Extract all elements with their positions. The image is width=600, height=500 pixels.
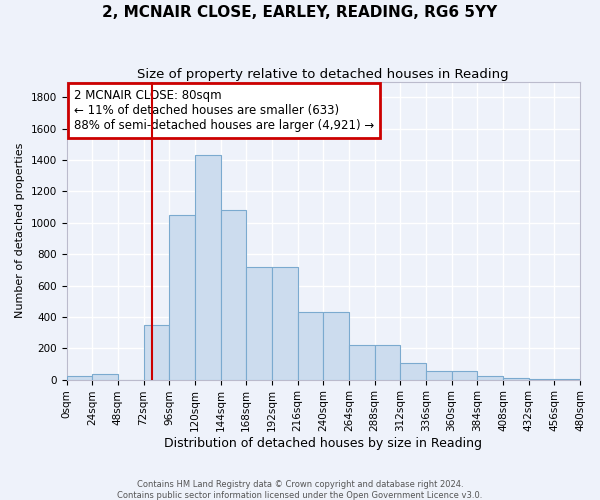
Bar — [374, 345, 400, 380]
Bar — [92, 374, 118, 380]
Bar — [246, 266, 272, 380]
Title: Size of property relative to detached houses in Reading: Size of property relative to detached ho… — [137, 68, 509, 80]
Bar — [478, 376, 503, 380]
X-axis label: Distribution of detached houses by size in Reading: Distribution of detached houses by size … — [164, 437, 482, 450]
Text: 2 MCNAIR CLOSE: 80sqm
← 11% of detached houses are smaller (633)
88% of semi-det: 2 MCNAIR CLOSE: 80sqm ← 11% of detached … — [74, 89, 374, 132]
Bar — [195, 156, 221, 380]
Bar — [426, 371, 452, 380]
Bar — [349, 345, 374, 380]
Bar — [143, 324, 169, 380]
Bar — [529, 379, 554, 380]
Y-axis label: Number of detached properties: Number of detached properties — [15, 143, 25, 318]
Bar — [169, 215, 195, 380]
Bar — [452, 371, 478, 380]
Bar — [272, 266, 298, 380]
Bar — [503, 378, 529, 380]
Text: 2, MCNAIR CLOSE, EARLEY, READING, RG6 5YY: 2, MCNAIR CLOSE, EARLEY, READING, RG6 5Y… — [103, 5, 497, 20]
Bar — [323, 312, 349, 380]
Bar — [400, 363, 426, 380]
Bar — [67, 376, 92, 380]
Bar — [221, 210, 246, 380]
Bar — [298, 312, 323, 380]
Text: Contains HM Land Registry data © Crown copyright and database right 2024.
Contai: Contains HM Land Registry data © Crown c… — [118, 480, 482, 500]
